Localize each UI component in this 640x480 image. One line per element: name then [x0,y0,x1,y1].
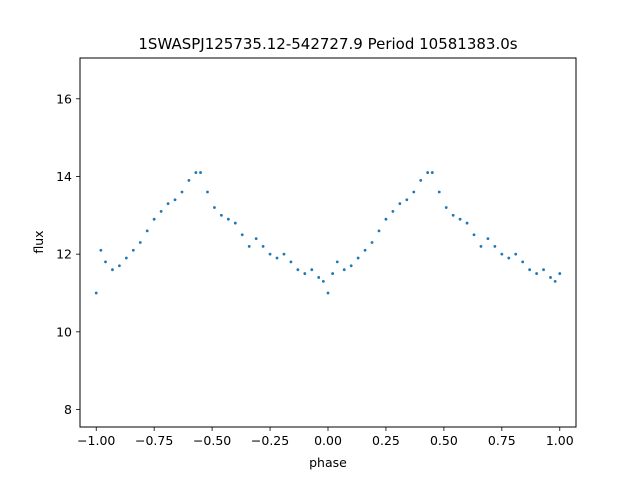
data-point [479,244,483,248]
data-point [99,248,103,252]
x-tick-label: 0.25 [372,433,400,448]
data-point [118,264,121,268]
data-point [166,202,170,206]
data-point [219,213,223,217]
data-point [507,256,511,260]
data-point [335,260,339,264]
data-point [451,213,455,217]
data-point [326,291,330,295]
data-point [465,221,469,225]
data-point [553,279,557,283]
data-point [493,244,497,248]
data-point [261,244,265,248]
data-point [226,217,230,221]
data-point [180,190,184,194]
x-tick-label: −1.00 [77,433,115,448]
x-tick-label: −0.50 [193,433,231,448]
data-point [342,268,346,272]
data-point [233,221,237,225]
data-point [289,260,293,264]
data-point [131,248,135,252]
data-point [111,268,114,272]
data-point [254,237,258,241]
x-tick-label: −0.75 [135,433,173,448]
data-point [486,237,490,241]
y-tick-label: 14 [56,169,72,184]
data-point [296,268,300,272]
data-point [437,190,441,194]
x-tick-label: 0.00 [314,433,342,448]
data-point [398,202,402,206]
y-tick-label: 8 [64,402,72,417]
data-point [500,252,504,256]
data-point [124,256,128,260]
data-point [444,206,448,209]
data-point [206,190,209,194]
data-point [430,171,434,174]
data-point [159,210,163,213]
data-point [310,268,314,272]
data-point [363,248,367,252]
data-point [173,198,177,202]
data-point [240,233,244,237]
data-point [426,171,430,174]
data-point [549,276,552,279]
data-point [535,272,538,275]
x-axis: −1.00 −0.75 −0.50 −0.25 0.00 0.25 0.50 0.75 1.00 [77,427,574,448]
chart-title: 1SWASPJ125735.12-542727.9 Period 1058138… [138,35,517,53]
data-point [194,171,198,174]
data-point [391,210,395,213]
data-point [321,279,325,283]
data-point [104,260,107,264]
data-point [384,217,388,221]
data-point [377,229,381,233]
data-point [282,252,286,256]
data-point [145,229,149,233]
data-point [303,272,307,275]
data-point [317,276,321,279]
data-point [528,268,532,272]
data-point [521,260,525,264]
data-point [370,241,374,244]
data-point [542,268,545,272]
x-tick-label: 0.75 [488,433,516,448]
x-tick-label: 0.50 [430,433,458,448]
data-point [412,190,416,194]
data-point [349,264,353,268]
x-tick-label: 1.00 [546,433,574,448]
data-point [472,233,476,237]
data-point [94,291,98,295]
y-axis-title: flux [31,230,46,253]
data-point [138,241,142,244]
data-points [94,171,562,295]
data-point [213,206,216,209]
data-point [268,252,272,256]
plot-frame [79,57,577,428]
data-point [419,178,423,182]
x-axis-title: phase [309,455,347,470]
data-point [458,217,462,221]
data-point [187,178,191,182]
data-point [558,272,562,275]
y-tick-label: 10 [56,324,72,339]
data-point [331,272,335,275]
data-point [514,252,518,256]
data-point [405,198,409,202]
data-point [152,217,156,221]
data-point [275,256,279,260]
data-point [199,171,202,174]
y-tick-label: 12 [56,247,72,262]
y-tick-label: 16 [56,91,72,106]
data-point [247,244,251,248]
data-point [356,256,360,260]
y-axis: 8 10 12 14 16 [56,91,80,417]
x-tick-label: −0.25 [251,433,289,448]
